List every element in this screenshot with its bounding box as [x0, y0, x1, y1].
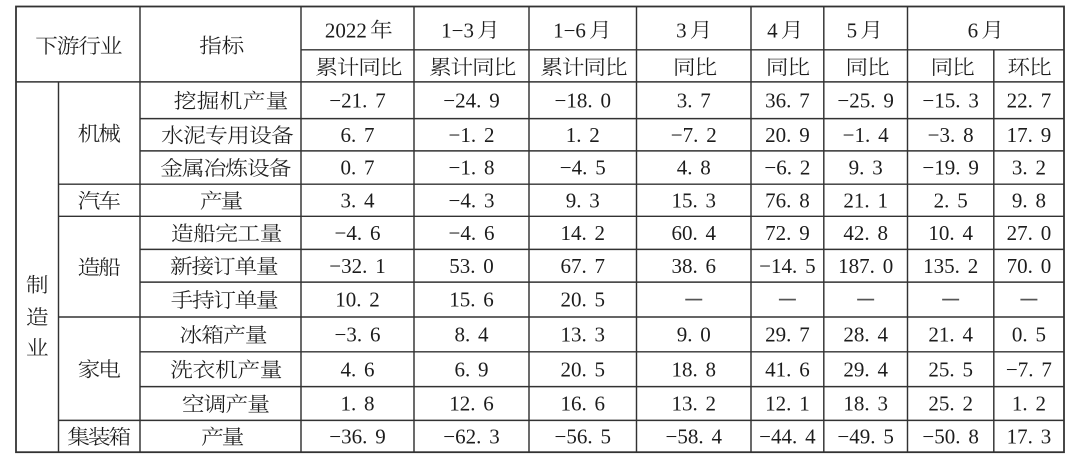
svg-text:4. 8: 4. 8 — [677, 156, 711, 180]
svg-text:9. 3: 9. 3 — [566, 188, 600, 212]
svg-text:70. 0: 70. 0 — [1007, 254, 1052, 278]
svg-text:2022: 2022 — [325, 19, 367, 43]
svg-text:20. 5: 20. 5 — [560, 288, 605, 312]
svg-text:29. 7: 29. 7 — [765, 323, 810, 347]
svg-text:18. 8: 18. 8 — [671, 357, 716, 381]
svg-text:16. 6: 16. 6 — [560, 392, 605, 416]
svg-text:28. 4: 28. 4 — [843, 323, 888, 347]
svg-text:−6. 2: −6. 2 — [764, 156, 810, 180]
svg-text:−1. 4: −1. 4 — [843, 123, 889, 147]
svg-text:−3. 8: −3. 8 — [928, 123, 974, 147]
svg-text:25. 2: 25. 2 — [928, 392, 973, 416]
svg-text:−50. 8: −50. 8 — [922, 424, 978, 448]
svg-text:6: 6 — [968, 19, 979, 43]
svg-text:−7. 7: −7. 7 — [1006, 357, 1052, 381]
svg-text:15. 6: 15. 6 — [449, 288, 494, 312]
svg-text:4: 4 — [767, 19, 778, 43]
svg-text:−62. 3: −62. 3 — [443, 424, 499, 448]
svg-text:21. 4: 21. 4 — [928, 323, 973, 347]
svg-text:−19. 9: −19. 9 — [922, 156, 978, 180]
svg-text:41. 6: 41. 6 — [765, 357, 810, 381]
svg-text:3. 2: 3. 2 — [1012, 156, 1046, 180]
svg-text:20. 9: 20. 9 — [765, 123, 810, 147]
svg-text:13. 2: 13. 2 — [671, 392, 716, 416]
svg-text:6. 7: 6. 7 — [340, 123, 374, 147]
svg-text:1. 8: 1. 8 — [340, 392, 374, 416]
svg-text:−14. 5: −14. 5 — [759, 254, 815, 278]
svg-text:72. 9: 72. 9 — [765, 221, 810, 245]
svg-text:−4. 6: −4. 6 — [335, 221, 381, 245]
svg-text:9. 8: 9. 8 — [1012, 188, 1046, 212]
svg-text:10. 4: 10. 4 — [928, 221, 973, 245]
svg-text:−4. 6: −4. 6 — [449, 221, 495, 245]
svg-text:5: 5 — [847, 19, 858, 43]
svg-text:17. 9: 17. 9 — [1007, 123, 1052, 147]
svg-text:1−3: 1−3 — [441, 19, 474, 43]
svg-text:4. 6: 4. 6 — [340, 357, 374, 381]
svg-text:0. 7: 0. 7 — [340, 156, 374, 180]
svg-text:36. 7: 36. 7 — [765, 88, 810, 112]
svg-text:−1. 8: −1. 8 — [449, 156, 495, 180]
svg-text:25. 5: 25. 5 — [928, 357, 973, 381]
svg-text:2. 5: 2. 5 — [934, 188, 968, 212]
svg-text:187. 0: 187. 0 — [838, 254, 893, 278]
svg-text:15. 3: 15. 3 — [671, 188, 716, 212]
svg-text:9. 0: 9. 0 — [677, 323, 711, 347]
svg-text:14. 2: 14. 2 — [560, 221, 605, 245]
svg-text:−36. 9: −36. 9 — [329, 424, 385, 448]
svg-text:8. 4: 8. 4 — [454, 323, 489, 347]
svg-text:0. 5: 0. 5 — [1012, 323, 1046, 347]
svg-text:135. 2: 135. 2 — [923, 254, 978, 278]
svg-text:−25. 9: −25. 9 — [837, 88, 893, 112]
svg-text:−44. 4: −44. 4 — [759, 424, 816, 448]
svg-text:−3. 6: −3. 6 — [335, 323, 381, 347]
svg-text:13. 3: 13. 3 — [560, 323, 605, 347]
svg-text:−7. 2: −7. 2 — [671, 123, 717, 147]
svg-text:−32. 1: −32. 1 — [329, 254, 385, 278]
svg-text:29. 4: 29. 4 — [843, 357, 888, 381]
svg-text:−49. 5: −49. 5 — [837, 424, 893, 448]
svg-text:1−6: 1−6 — [553, 19, 586, 43]
svg-text:−4. 5: −4. 5 — [560, 156, 606, 180]
svg-text:−21. 7: −21. 7 — [329, 88, 385, 112]
svg-text:18. 3: 18. 3 — [843, 392, 888, 416]
svg-text:1. 2: 1. 2 — [1012, 392, 1046, 416]
svg-text:−1. 2: −1. 2 — [449, 123, 495, 147]
svg-text:21. 1: 21. 1 — [843, 188, 888, 212]
svg-text:17. 3: 17. 3 — [1007, 424, 1052, 448]
svg-text:3: 3 — [676, 19, 687, 43]
svg-text:27. 0: 27. 0 — [1007, 221, 1052, 245]
svg-text:38. 6: 38. 6 — [671, 254, 716, 278]
svg-text:22. 7: 22. 7 — [1007, 88, 1052, 112]
svg-text:−58. 4: −58. 4 — [666, 424, 723, 448]
svg-text:3. 7: 3. 7 — [677, 88, 711, 112]
svg-text:1. 2: 1. 2 — [566, 123, 600, 147]
svg-text:76. 8: 76. 8 — [765, 188, 810, 212]
svg-text:12. 1: 12. 1 — [765, 392, 810, 416]
svg-text:3. 4: 3. 4 — [340, 188, 375, 212]
svg-text:−4. 3: −4. 3 — [449, 188, 495, 212]
svg-text:−56. 5: −56. 5 — [555, 424, 611, 448]
svg-text:60. 4: 60. 4 — [671, 221, 716, 245]
svg-text:−24. 9: −24. 9 — [443, 88, 499, 112]
svg-text:42. 8: 42. 8 — [843, 221, 888, 245]
svg-text:9. 3: 9. 3 — [849, 156, 883, 180]
svg-text:10. 2: 10. 2 — [335, 288, 380, 312]
svg-text:20. 5: 20. 5 — [560, 357, 605, 381]
svg-text:67. 7: 67. 7 — [560, 254, 605, 278]
svg-text:53. 0: 53. 0 — [449, 254, 494, 278]
svg-text:−15. 3: −15. 3 — [922, 88, 978, 112]
svg-text:6. 9: 6. 9 — [454, 357, 488, 381]
svg-text:12. 6: 12. 6 — [449, 392, 494, 416]
svg-text:−18. 0: −18. 0 — [555, 88, 611, 112]
